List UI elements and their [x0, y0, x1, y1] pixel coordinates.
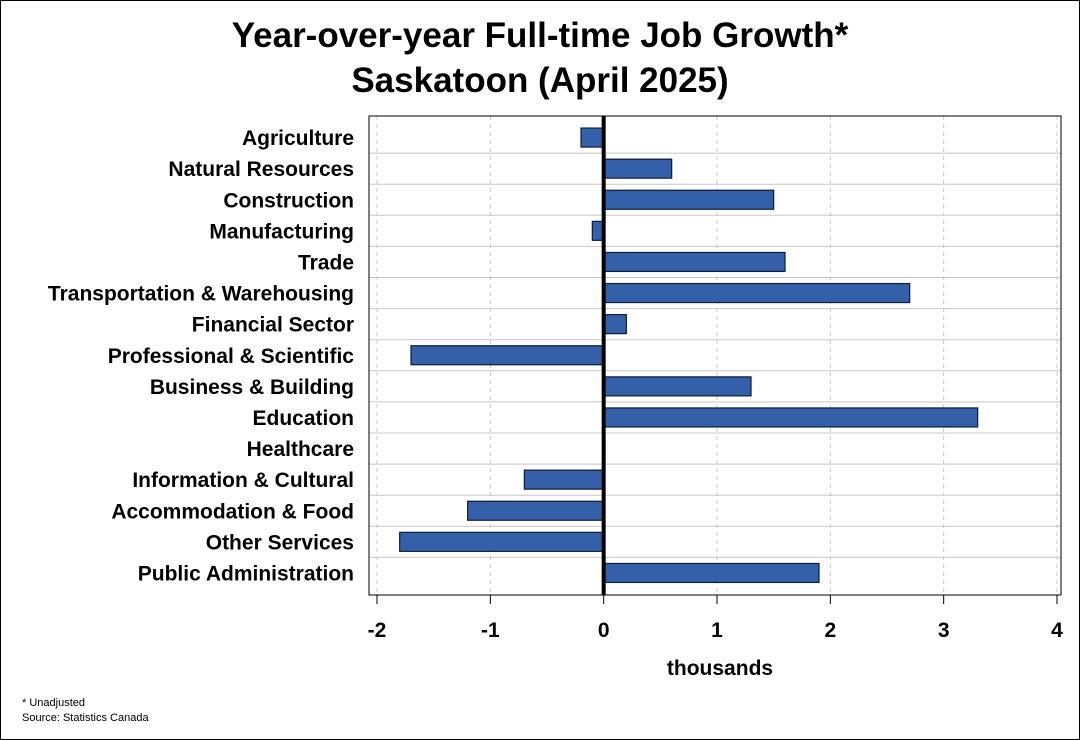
- bars: [399, 127, 979, 584]
- category-label: Natural Resources: [168, 158, 354, 181]
- category-label: Healthcare: [247, 438, 354, 461]
- category-label: Business & Building: [150, 376, 354, 399]
- bar: [603, 314, 627, 335]
- x-tick-label: 0: [598, 619, 610, 642]
- category-label: Accommodation & Food: [111, 500, 354, 523]
- category-label: Public Administration: [138, 562, 354, 585]
- bar: [603, 562, 820, 584]
- bar: [399, 531, 605, 552]
- category-label: Education: [252, 407, 354, 430]
- footnote-source: Source: Statistics Canada: [22, 712, 149, 724]
- footnote-unadjusted: * Unadjusted: [22, 697, 85, 709]
- bar: [523, 469, 605, 490]
- category-label: Financial Sector: [192, 314, 354, 337]
- x-tick-label: -2: [368, 619, 387, 642]
- chart-title: Year-over-year Full-time Job Growth*: [231, 16, 849, 55]
- bar: [580, 127, 605, 148]
- category-separators: [369, 152, 1061, 558]
- category-label: Construction: [223, 189, 354, 212]
- x-axis-ticks: -2 -1 0 1 2 3 4: [368, 595, 1063, 642]
- category-label: Manufacturing: [209, 220, 354, 243]
- bar: [603, 376, 752, 397]
- category-labels: Agriculture Natural Resources Construction…: [48, 127, 354, 585]
- x-tick-label: 3: [938, 619, 950, 642]
- bar: [603, 158, 673, 179]
- category-label: Agriculture: [242, 127, 354, 150]
- x-tick-label: -1: [481, 619, 500, 642]
- chart-subtitle: Saskatoon (April 2025): [351, 61, 729, 100]
- category-label: Information & Cultural: [132, 469, 354, 492]
- x-tick-label: 2: [824, 619, 836, 642]
- x-tick-label: 4: [1051, 619, 1063, 642]
- bar: [603, 407, 979, 428]
- x-tick-label: 1: [711, 619, 723, 642]
- category-label: Transportation & Warehousing: [48, 283, 354, 306]
- category-label: Trade: [298, 251, 354, 274]
- bar: [603, 189, 775, 210]
- bar: [603, 251, 786, 273]
- bar: [603, 282, 911, 304]
- x-axis-title: thousands: [667, 657, 773, 680]
- plot-area-border: [368, 115, 1062, 596]
- bar: [467, 500, 605, 521]
- category-label: Professional & Scientific: [108, 345, 355, 368]
- category-label: Other Services: [206, 531, 354, 554]
- bar: [410, 345, 605, 366]
